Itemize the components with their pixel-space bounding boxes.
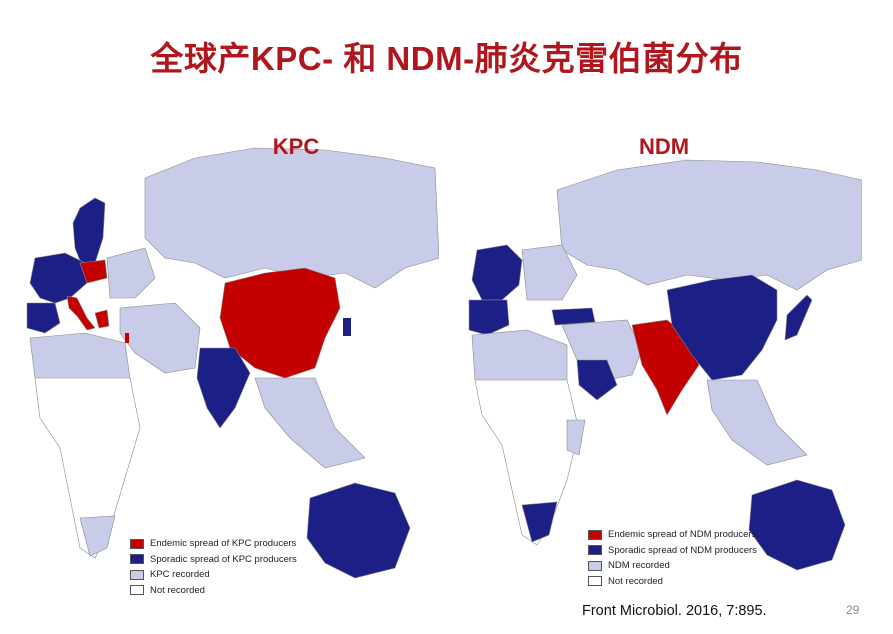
ndm-map (467, 150, 862, 590)
kpc-region-africa (34, 377, 141, 559)
kpc-region-middle-east (119, 302, 201, 374)
swatch-sporadic (130, 554, 144, 565)
ndm-region-se-asia (706, 379, 808, 466)
legend-text: Not recorded (150, 584, 205, 596)
kpc-map-svg (25, 138, 439, 596)
legend-text: NDM recorded (608, 560, 670, 572)
kpc-region-se-asia (254, 377, 366, 469)
ndm-map-svg (467, 150, 862, 590)
swatch-endemic (130, 538, 144, 549)
kpc-region-poland (79, 259, 108, 284)
legend-item: Endemic spread of KPC producers (130, 536, 297, 552)
legend-text: Not recorded (608, 575, 663, 587)
legend-text: Sporadic spread of NDM producers (608, 544, 757, 556)
kpc-map (25, 138, 439, 596)
ndm-region-russia (556, 159, 862, 291)
kpc-region-east-europe (106, 247, 156, 299)
citation: Front Microbiol. 2016, 7:895. (582, 603, 767, 619)
legend-item: Not recorded (130, 583, 297, 599)
legend-item: KPC recorded (130, 567, 297, 583)
ndm-region-east-europe (521, 244, 578, 301)
swatch-recorded (588, 560, 602, 571)
ndm-region-iberia (468, 299, 510, 336)
legend-item: Not recorded (588, 574, 757, 590)
legend-item: Sporadic spread of NDM producers (588, 543, 757, 559)
swatch-endemic (588, 529, 602, 540)
ndm-region-east-africa (566, 419, 586, 456)
kpc-map-label: KPC (272, 134, 320, 159)
kpc-region-australia (306, 482, 411, 579)
ndm-region-australia (748, 479, 846, 571)
swatch-not-recorded (588, 576, 602, 587)
legend-text: Sporadic spread of KPC producers (150, 553, 297, 565)
kpc-region-spain (26, 302, 61, 334)
legend-text: KPC recorded (150, 569, 210, 581)
swatch-not-recorded (130, 585, 144, 596)
legend-item: Sporadic spread of KPC producers (130, 552, 297, 568)
legend-text: Endemic spread of NDM producers (608, 529, 757, 541)
kpc-region-korea (343, 318, 351, 336)
kpc-region-greece (94, 309, 110, 329)
ndm-legend: Endemic spread of NDM producers Sporadic… (588, 527, 757, 589)
kpc-region-india (196, 347, 251, 429)
ndm-region-japan (784, 294, 813, 341)
legend-item: NDM recorded (588, 558, 757, 574)
ndm-region-china (666, 274, 778, 381)
swatch-recorded (130, 569, 144, 580)
kpc-region-russia (144, 147, 439, 289)
ndm-region-turkey (551, 307, 596, 326)
legend-item: Endemic spread of NDM producers (588, 527, 757, 543)
kpc-region-israel (125, 333, 129, 343)
legend-text: Endemic spread of KPC producers (150, 538, 297, 550)
kpc-region-italy (66, 295, 96, 331)
ndm-region-south-africa (521, 501, 558, 543)
ndm-region-west-europe (471, 244, 523, 301)
page-number: 29 (846, 603, 860, 617)
kpc-region-china (219, 267, 341, 379)
ndm-map-label: NDM (638, 134, 690, 159)
swatch-sporadic (588, 545, 602, 556)
ndm-region-saudi (576, 359, 618, 401)
kpc-region-south-africa (79, 515, 116, 557)
kpc-legend: Endemic spread of KPC producers Sporadic… (130, 536, 297, 598)
slide-title: 全球产KPC- 和 NDM-肺炎克雷伯菌分布 (150, 40, 743, 77)
